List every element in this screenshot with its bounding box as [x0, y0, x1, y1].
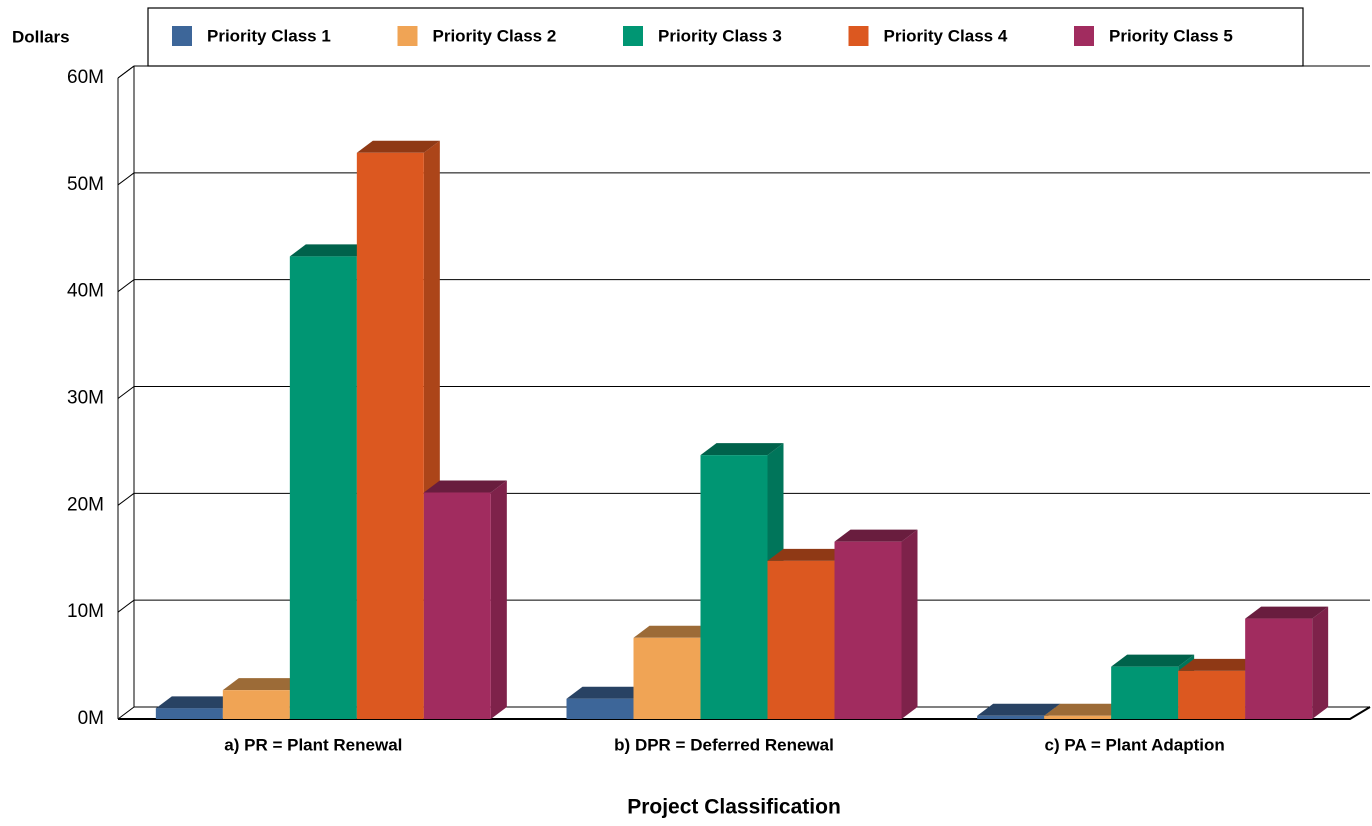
y-tick: [117, 386, 135, 399]
bar-top: [1245, 606, 1329, 619]
bar: [1111, 666, 1179, 719]
bar: [767, 560, 835, 719]
y-tick: [117, 172, 135, 186]
y-tick-label: 10M: [67, 601, 104, 622]
y-tick-label: 50M: [67, 174, 104, 195]
y-tick-label: 40M: [67, 281, 104, 302]
bar-top: [1111, 654, 1195, 667]
bar: [1245, 618, 1313, 719]
y-tick-label: 20M: [67, 494, 104, 515]
x-tick-label: a) PR = Plant Renewal: [224, 735, 402, 754]
y-tick: [117, 599, 135, 613]
bar: [633, 637, 701, 719]
bar-top: [566, 686, 650, 699]
legend-swatch: [172, 26, 192, 46]
bar: [155, 708, 223, 719]
bar: [356, 152, 424, 720]
bar: [566, 698, 634, 719]
bar-top: [356, 140, 440, 153]
legend-swatch: [1074, 26, 1094, 46]
legend-swatch: [623, 26, 643, 46]
bar-top: [700, 443, 784, 456]
bar: [700, 455, 768, 719]
bar-top: [289, 244, 373, 257]
x-axis-label: Project Classification: [627, 796, 841, 819]
legend-swatch: [397, 26, 418, 46]
bar: [977, 715, 1045, 719]
legend-box: [147, 7, 1304, 67]
bar: [1178, 670, 1246, 719]
bar-top: [834, 529, 918, 542]
legend-label: Priority Class 5: [1109, 26, 1233, 45]
bar-side: [1312, 606, 1329, 719]
y-tick-label: 0M: [78, 708, 104, 729]
bar-top: [423, 480, 507, 493]
bar-top: [1178, 658, 1262, 671]
y-tick: [117, 706, 135, 720]
legend-label: Priority Class 4: [884, 26, 1008, 45]
bar-side: [901, 529, 918, 719]
y-axis-label: Dollars: [12, 27, 70, 46]
y-tick-label: 60M: [67, 67, 104, 88]
bar-top: [222, 678, 306, 691]
floor: [118, 706, 1371, 720]
legend-swatch: [848, 26, 869, 46]
bar-top: [977, 703, 1061, 716]
y-tick-label: 30M: [67, 388, 104, 409]
legend-label: Priority Class 3: [658, 26, 782, 45]
legend-label: Priority Class 2: [433, 26, 557, 45]
bar-side: [490, 480, 507, 719]
x-tick-label: c) PA = Plant Adaption: [1045, 735, 1225, 754]
bar: [834, 541, 902, 719]
bar-top: [155, 696, 239, 709]
y-tick: [117, 65, 135, 79]
x-tick-label: b) DPR = Deferred Renewal: [614, 735, 834, 754]
bar: [1044, 715, 1112, 719]
bar-top: [767, 548, 851, 561]
bar: [222, 690, 290, 719]
bar-top: [1044, 703, 1128, 716]
bar-top: [633, 625, 717, 638]
bar: [289, 256, 357, 719]
bar: [423, 492, 491, 719]
legend-label: Priority Class 1: [207, 26, 331, 45]
y-tick: [117, 279, 135, 293]
y-tick: [117, 492, 135, 506]
